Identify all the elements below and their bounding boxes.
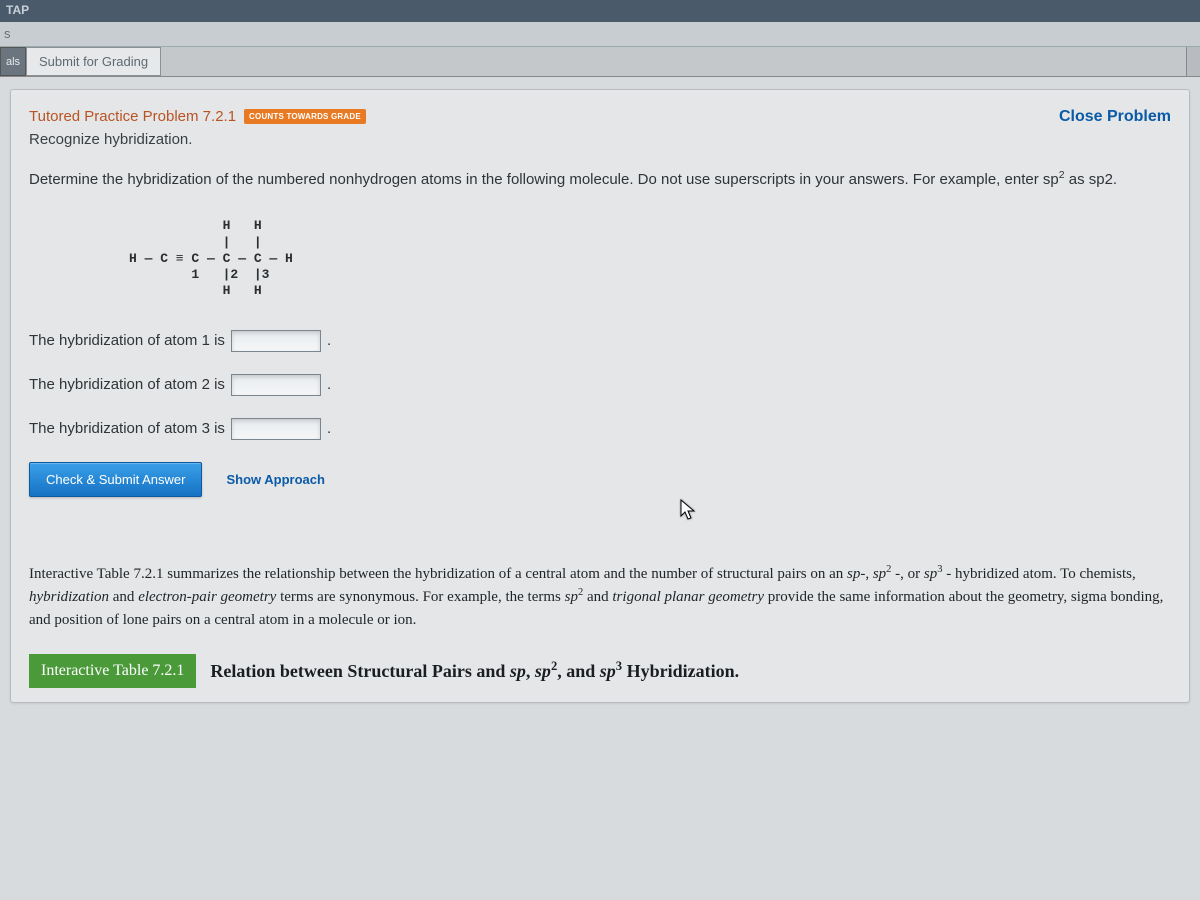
molecule-structure: H H | | H — C ≡ C — C — C — H 1 |2 |3 H …	[129, 218, 1171, 299]
answer-label-1: The hybridization of atom 1 is	[29, 332, 225, 349]
answer-label-3: The hybridization of atom 3 is	[29, 420, 225, 437]
period: .	[327, 420, 331, 437]
answer-block: The hybridization of atom 1 is . The hyb…	[29, 330, 1171, 440]
problem-panel: Tutored Practice Problem 7.2.1 COUNTS TO…	[10, 89, 1190, 703]
answer-row-3: The hybridization of atom 3 is .	[29, 418, 1171, 440]
sub-titlebar: s	[0, 22, 1200, 47]
content-stage: Tutored Practice Problem 7.2.1 COUNTS TO…	[0, 77, 1200, 900]
window-titlebar: TAP	[0, 0, 1200, 22]
tab-submit-for-grading[interactable]: Submit for Grading	[26, 47, 161, 76]
answer-input-1[interactable]	[231, 330, 321, 352]
tab-left-stub[interactable]: als	[0, 47, 26, 76]
answer-input-2[interactable]	[231, 374, 321, 396]
check-submit-button[interactable]: Check & Submit Answer	[29, 462, 202, 497]
interactive-table-badge[interactable]: Interactive Table 7.2.1	[29, 654, 196, 688]
close-problem-link[interactable]: Close Problem	[1059, 108, 1171, 126]
explanation-text: Interactive Table 7.2.1 summarizes the r…	[29, 563, 1171, 633]
problem-instructions: Determine the hybridization of the numbe…	[29, 170, 1171, 190]
show-approach-link[interactable]: Show Approach	[226, 472, 324, 487]
answer-input-3[interactable]	[231, 418, 321, 440]
grade-badge: COUNTS TOWARDS GRADE	[244, 109, 366, 124]
answer-row-2: The hybridization of atom 2 is .	[29, 374, 1171, 396]
interactive-table-header: Interactive Table 7.2.1 Relation between…	[29, 654, 1171, 688]
button-row: Check & Submit Answer Show Approach	[29, 462, 1171, 497]
tab-strip: als Submit for Grading	[0, 47, 1200, 77]
period: .	[327, 332, 331, 349]
answer-row-1: The hybridization of atom 1 is .	[29, 330, 1171, 352]
problem-subtitle: Recognize hybridization.	[29, 131, 366, 148]
sub-label: s	[4, 26, 11, 41]
interactive-table-caption: Relation between Structural Pairs and sp…	[210, 661, 739, 682]
problem-title: Tutored Practice Problem 7.2.1	[29, 108, 236, 125]
answer-label-2: The hybridization of atom 2 is	[29, 376, 225, 393]
app-label: TAP	[6, 3, 29, 17]
tab-right-stub[interactable]	[1186, 47, 1200, 76]
panel-header: Tutored Practice Problem 7.2.1 COUNTS TO…	[29, 108, 1171, 148]
period: .	[327, 376, 331, 393]
